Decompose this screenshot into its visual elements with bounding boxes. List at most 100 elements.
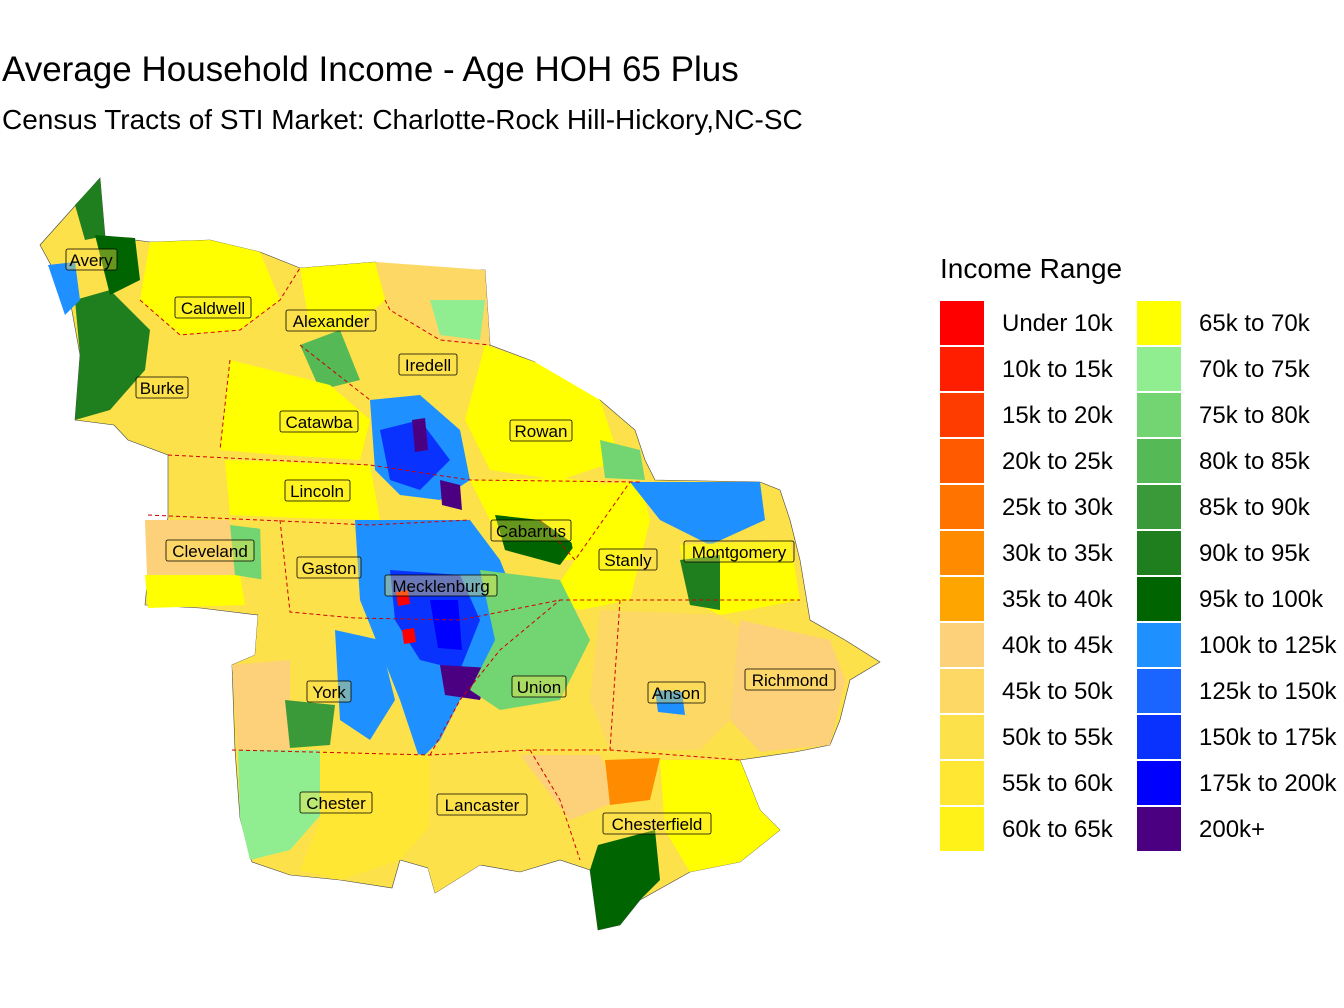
legend-item: 45k to 50k xyxy=(940,668,1150,714)
svg-text:Burke: Burke xyxy=(140,379,184,398)
legend-item: 150k to 175k xyxy=(1137,714,1344,760)
legend-swatch xyxy=(1137,623,1181,667)
svg-text:Lancaster: Lancaster xyxy=(445,796,520,815)
map-title: Average Household Income - Age HOH 65 Pl… xyxy=(2,50,739,89)
legend-label: 100k to 125k xyxy=(1199,632,1337,659)
legend-label: 25k to 30k xyxy=(1002,494,1113,521)
legend-title: Income Range xyxy=(940,253,1123,284)
legend-item: 200k+ xyxy=(1137,806,1344,852)
county-label-iredell: Iredell xyxy=(398,353,458,376)
county-label-alexander: Alexander xyxy=(285,309,377,332)
county-label-stanly: Stanly xyxy=(598,548,658,571)
legend-item: 35k to 40k xyxy=(940,576,1150,622)
legend-item: 40k to 45k xyxy=(940,622,1150,668)
legend-item: 90k to 95k xyxy=(1137,530,1344,576)
legend-swatch xyxy=(1137,393,1181,437)
legend-item: 10k to 15k xyxy=(940,346,1150,392)
legend-label: 20k to 25k xyxy=(1002,448,1113,475)
county-label-lincoln: Lincoln xyxy=(284,479,351,502)
legend-swatch xyxy=(940,807,984,851)
legend-swatch xyxy=(940,577,984,621)
legend-label: 70k to 75k xyxy=(1199,356,1310,383)
legend-label: 90k to 95k xyxy=(1199,540,1310,567)
legend-column: Under 10k 10k to 15k 15k to 20k 20k to 25k 2… xyxy=(940,300,1150,852)
svg-text:Montgomery: Montgomery xyxy=(692,543,787,562)
county-label-chester: Chester xyxy=(299,791,373,814)
legend-item: 55k to 60k xyxy=(940,760,1150,806)
legend-swatch xyxy=(1137,485,1181,529)
county-label-cabarrus: Cabarrus xyxy=(490,519,572,542)
county-label-chesterfield: Chesterfield xyxy=(602,812,712,835)
legend-item: 65k to 70k xyxy=(1137,300,1344,346)
county-labels: Avery Caldwell Alexander Iredell Burke C… xyxy=(65,248,836,835)
svg-text:Stanly: Stanly xyxy=(604,551,652,570)
legend-label: 175k to 200k xyxy=(1199,770,1337,797)
svg-text:Alexander: Alexander xyxy=(293,312,370,331)
legend-item: 95k to 100k xyxy=(1137,576,1344,622)
county-label-lancaster: Lancaster xyxy=(436,793,528,816)
legend-swatch xyxy=(940,623,984,667)
map-subtitle: Census Tracts of STI Market: Charlotte-R… xyxy=(2,104,803,135)
legend-label: 80k to 85k xyxy=(1199,448,1310,475)
legend-item: 20k to 25k xyxy=(940,438,1150,484)
legend-swatch xyxy=(1137,577,1181,621)
legend-label: 10k to 15k xyxy=(1002,356,1113,383)
legend-label: 150k to 175k xyxy=(1199,724,1337,751)
legend-label: 55k to 60k xyxy=(1002,770,1113,797)
legend-label: 40k to 45k xyxy=(1002,632,1113,659)
legend-label: 95k to 100k xyxy=(1199,586,1324,613)
legend-label: 65k to 70k xyxy=(1199,310,1310,337)
county-label-mecklenburg: Mecklenburg xyxy=(384,574,498,597)
svg-text:Rowan: Rowan xyxy=(515,422,568,441)
county-label-york: York xyxy=(306,680,352,703)
legend-label: 30k to 35k xyxy=(1002,540,1113,567)
svg-text:Anson: Anson xyxy=(652,684,700,703)
svg-text:Chesterfield: Chesterfield xyxy=(612,815,703,834)
legend-label: 200k+ xyxy=(1199,816,1266,843)
county-label-gaston: Gaston xyxy=(296,556,362,579)
svg-text:Avery: Avery xyxy=(69,251,113,270)
legend-item: 25k to 30k xyxy=(940,484,1150,530)
county-label-rowan: Rowan xyxy=(509,419,573,442)
svg-text:Cabarrus: Cabarrus xyxy=(496,522,566,541)
legend-item: 85k to 90k xyxy=(1137,484,1344,530)
legend-label: 35k to 40k xyxy=(1002,586,1113,613)
legend-swatch xyxy=(940,669,984,713)
svg-text:Catawba: Catawba xyxy=(285,413,353,432)
legend-item: 175k to 200k xyxy=(1137,760,1344,806)
svg-text:Cleveland: Cleveland xyxy=(172,542,248,561)
svg-text:Lincoln: Lincoln xyxy=(290,482,344,501)
legend: Under 10k 10k to 15k 15k to 20k 20k to 25k 2… xyxy=(940,300,1344,852)
legend-item: 75k to 80k xyxy=(1137,392,1344,438)
county-label-avery: Avery xyxy=(65,248,118,271)
legend-item: 15k to 20k xyxy=(940,392,1150,438)
legend-item: 70k to 75k xyxy=(1137,346,1344,392)
legend-label: 50k to 55k xyxy=(1002,724,1113,751)
legend-item: 125k to 150k xyxy=(1137,668,1344,714)
census-tracts xyxy=(48,178,845,930)
legend-swatch xyxy=(1137,301,1181,345)
legend-swatch xyxy=(1137,347,1181,391)
legend-label: 85k to 90k xyxy=(1199,494,1310,521)
legend-swatch xyxy=(1137,669,1181,713)
county-label-caldwell: Caldwell xyxy=(174,296,252,319)
choropleth-map: Avery Caldwell Alexander Iredell Burke C… xyxy=(39,177,881,931)
county-label-cleveland: Cleveland xyxy=(165,539,255,562)
legend-swatch xyxy=(940,761,984,805)
svg-text:Union: Union xyxy=(517,678,561,697)
county-label-richmond: Richmond xyxy=(744,668,836,691)
legend-swatch xyxy=(940,347,984,391)
svg-text:York: York xyxy=(312,683,346,702)
legend-item: 30k to 35k xyxy=(940,530,1150,576)
legend-swatch xyxy=(940,485,984,529)
legend-swatch xyxy=(1137,531,1181,575)
legend-swatch xyxy=(940,439,984,483)
legend-swatch xyxy=(940,715,984,759)
legend-swatch xyxy=(1137,807,1181,851)
legend-label: 60k to 65k xyxy=(1002,816,1113,843)
svg-text:Iredell: Iredell xyxy=(405,356,451,375)
legend-swatch xyxy=(1137,715,1181,759)
county-label-catawba: Catawba xyxy=(279,410,359,433)
legend-label: Under 10k xyxy=(1002,310,1113,337)
legend-label: 125k to 150k xyxy=(1199,678,1337,705)
